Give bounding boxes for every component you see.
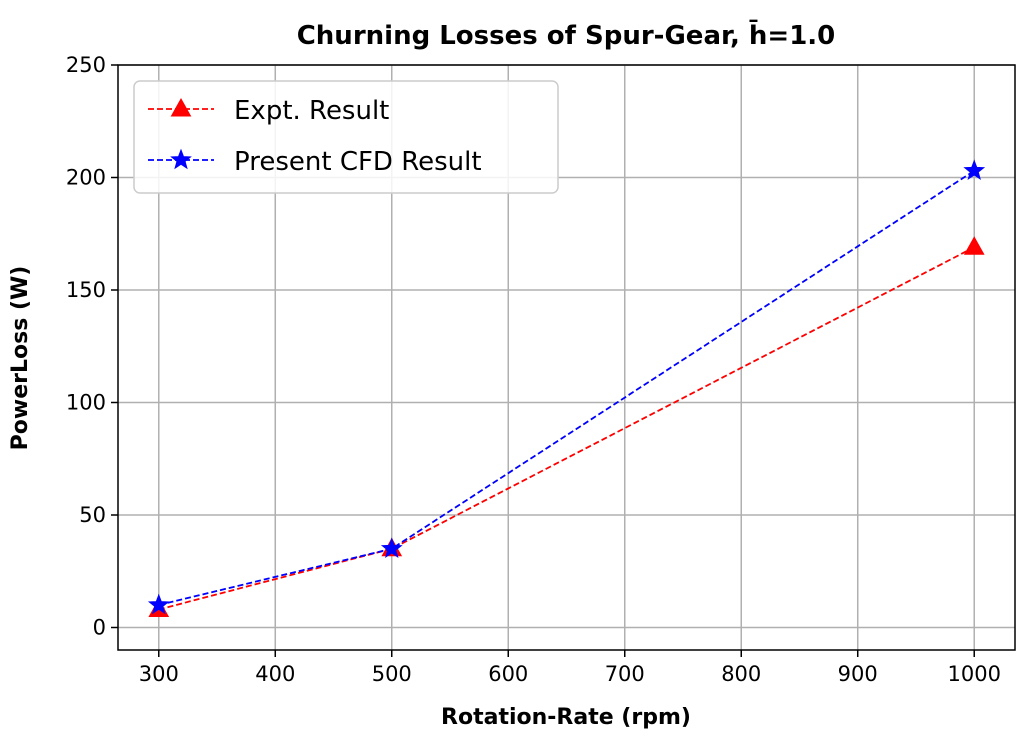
x-tick-label: 500 — [372, 662, 412, 686]
legend-marker — [170, 148, 192, 170]
series-layer — [147, 159, 986, 617]
x-tick-label: 300 — [139, 662, 179, 686]
y-tick-label: 0 — [93, 616, 106, 640]
x-tick-label: 900 — [838, 662, 878, 686]
x-tick-label: 700 — [605, 662, 645, 686]
x-axis-title: Rotation-Rate (rpm) — [441, 705, 691, 730]
x-tick-label: 800 — [721, 662, 761, 686]
ticks: 300 400 500 600 700 800 900 1000 0 50 100 150 200 250 — [66, 53, 1001, 686]
legend-label-expt: Expt. Result — [234, 96, 389, 126]
data-point — [380, 537, 403, 558]
series-cfd — [147, 159, 986, 615]
y-tick-label: 100 — [66, 391, 106, 415]
legend-box — [133, 80, 559, 194]
x-tick-label: 400 — [255, 662, 295, 686]
chart-title: Churning Losses of Spur-Gear, h̄=1.0 — [297, 18, 836, 51]
x-tick-label: 600 — [488, 662, 528, 686]
legend-label-cfd: Present CFD Result — [234, 147, 482, 177]
y-tick-label: 200 — [66, 166, 106, 190]
legend: Expt. Result Present CFD Result — [133, 80, 559, 194]
y-tick-label: 50 — [79, 503, 106, 527]
legend-marker — [170, 97, 192, 117]
y-axis-title: PowerLoss (W) — [8, 266, 33, 451]
x-tick-label: 1000 — [948, 662, 1001, 686]
y-tick-label: 150 — [66, 278, 106, 302]
y-tick-label: 250 — [66, 53, 106, 77]
plot-frame — [117, 64, 1016, 651]
data-point — [963, 159, 986, 180]
series-line — [158, 246, 975, 611]
data-point — [963, 236, 985, 255]
data-point — [147, 593, 170, 615]
